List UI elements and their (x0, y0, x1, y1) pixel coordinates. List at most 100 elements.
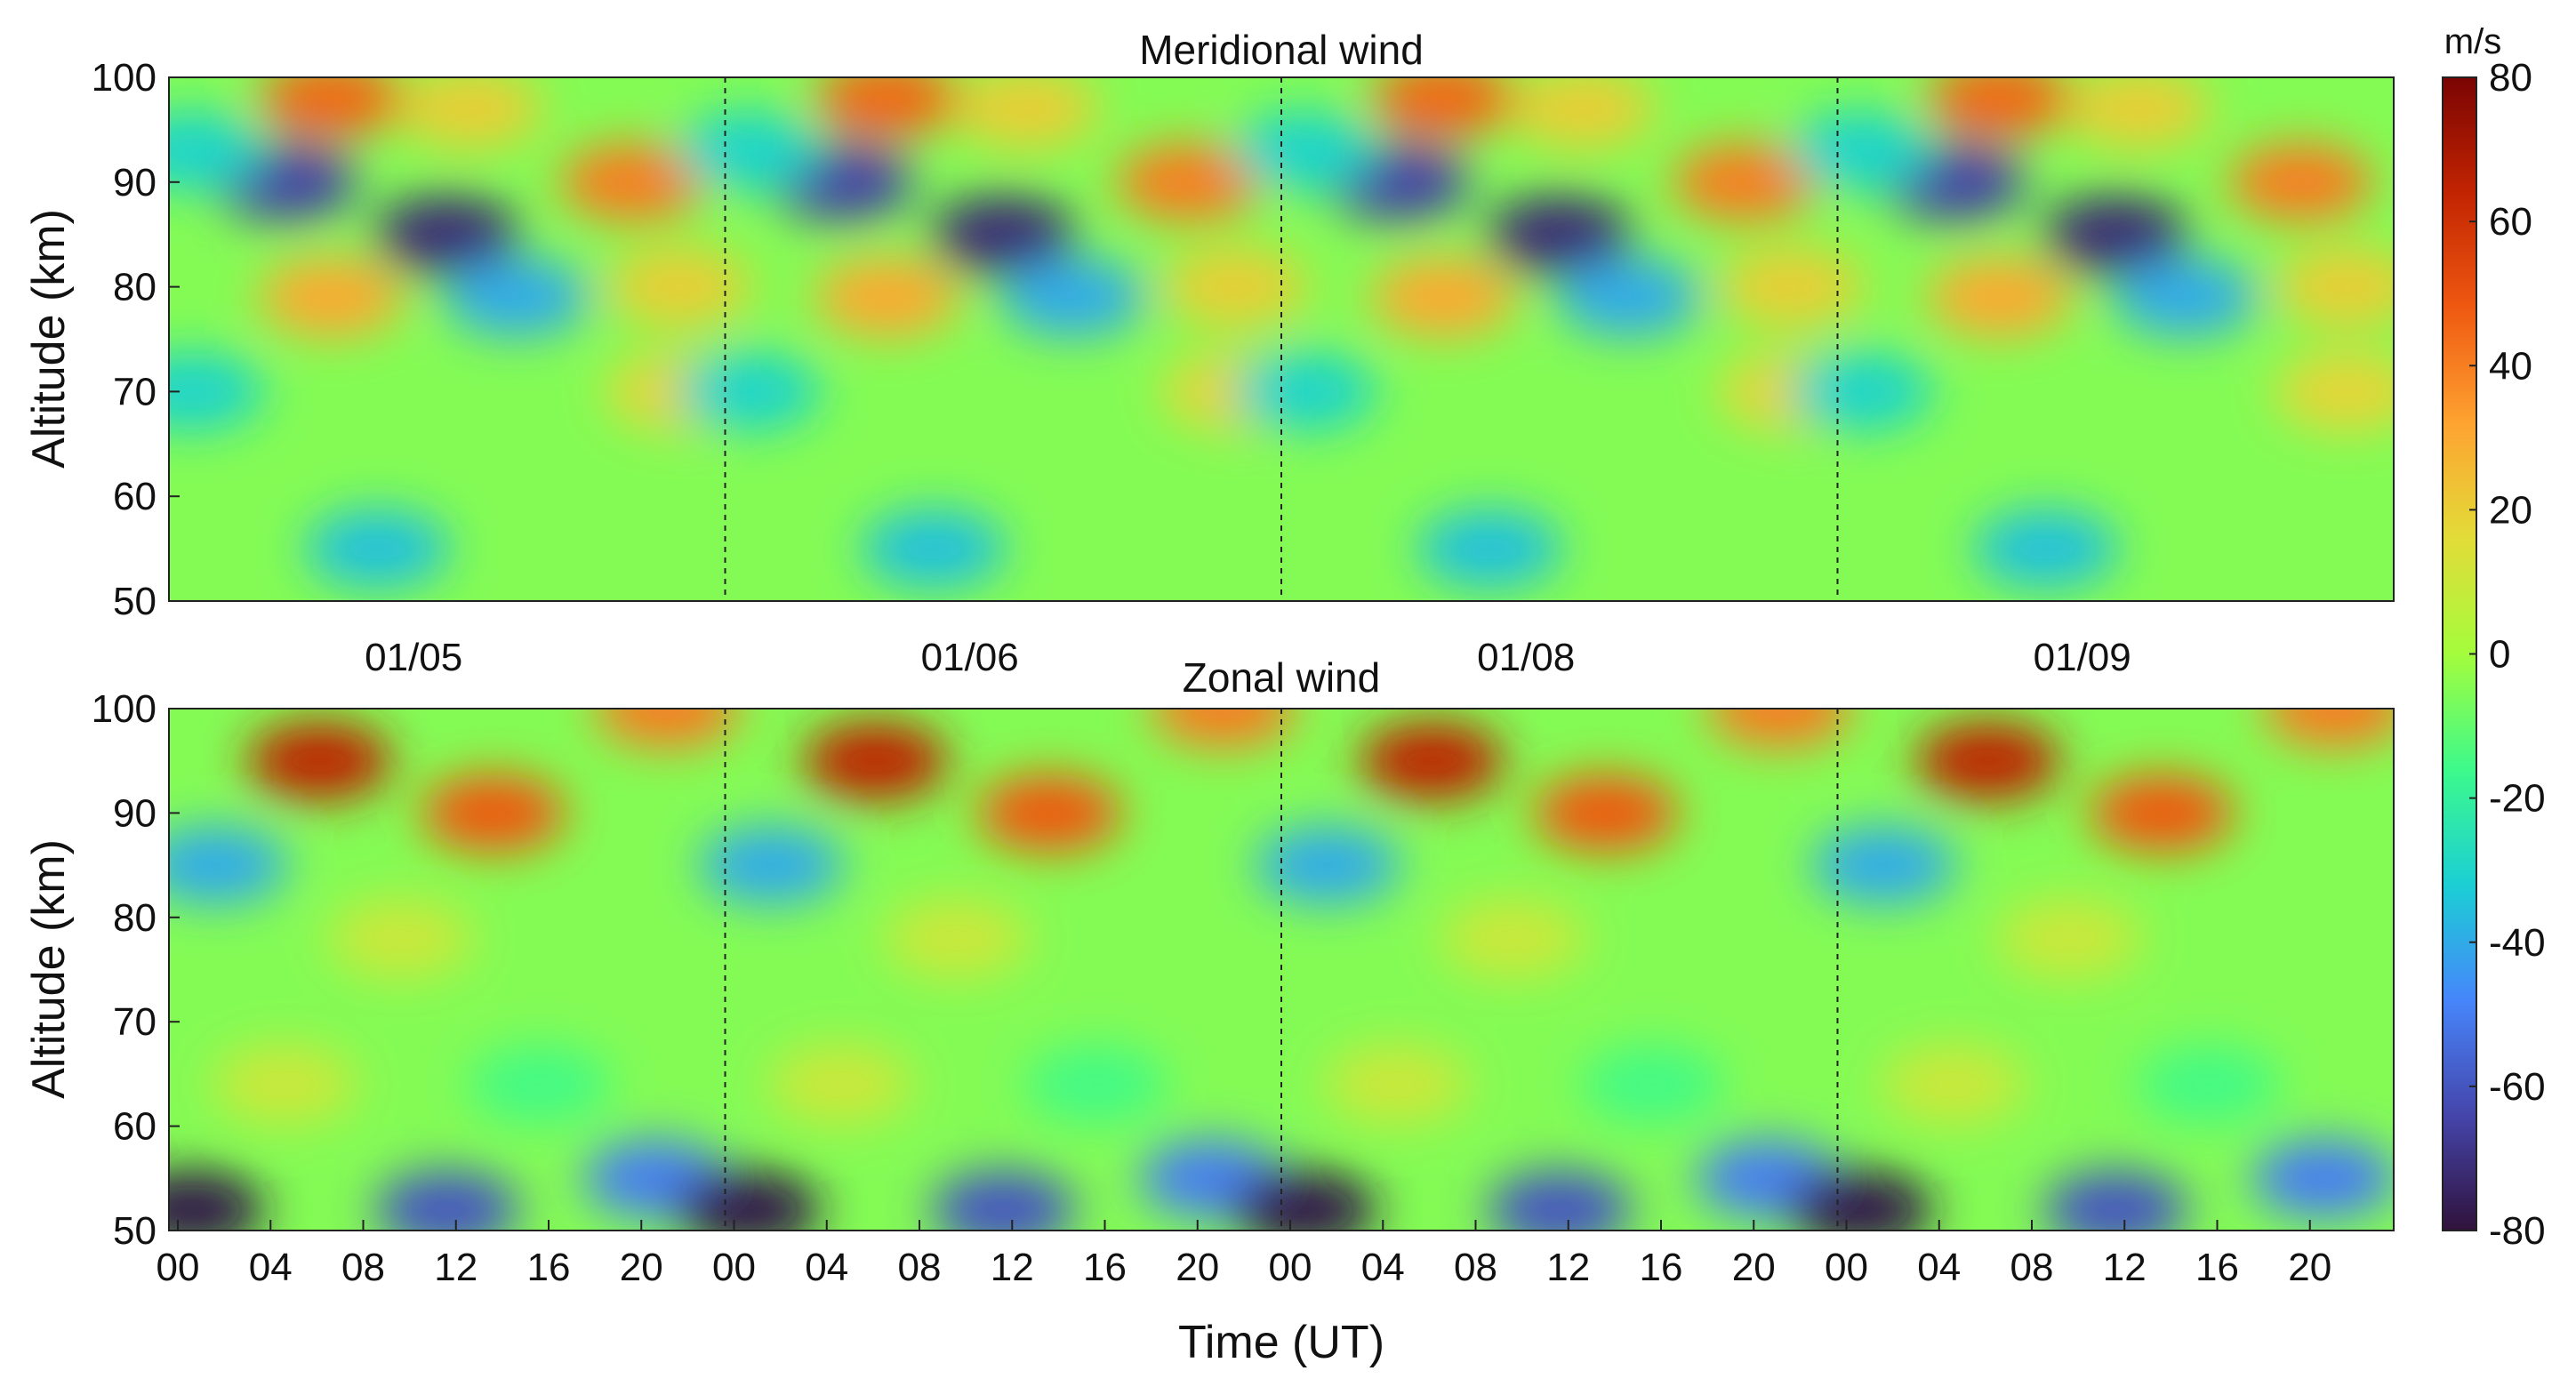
x-tick-label: 08 (2010, 1246, 2054, 1289)
meridional-cell (2275, 352, 2394, 431)
meridional-cell (815, 77, 960, 138)
day-label: 01/05 (365, 636, 462, 679)
zonal-cell (1788, 1170, 1933, 1231)
colorbar-ticks: 80 60 40 20 0 -20 -40 -60 -80 (2469, 56, 2546, 1253)
meridional-cell (2228, 142, 2374, 221)
day-label: 01/08 (1477, 636, 1575, 679)
meridional-heatmap (169, 77, 2394, 589)
day-label: 01/09 (2034, 636, 2131, 679)
meridional-cell (1788, 111, 1933, 190)
meridional-cell (1927, 77, 2073, 138)
colorbar-tick-label: 40 (2489, 344, 2532, 388)
zonal-cell (1487, 1170, 1633, 1231)
meridional-cell (606, 247, 751, 326)
zonal-cell (977, 774, 1122, 853)
x-axis-label: Time (UT) (1178, 1317, 1384, 1368)
meridional-cell (2043, 195, 2188, 274)
zonal-y-tick-label: 60 (113, 1105, 156, 1149)
meridional-day-separators (724, 77, 1839, 601)
day-labels: 01/05 01/06 01/08 01/09 (365, 636, 2131, 679)
zonal-cell (212, 1045, 357, 1124)
meridional-cell (1232, 111, 1377, 190)
meridional-cell (444, 258, 590, 337)
meridional-cell (1417, 509, 1562, 589)
zonal-x-ticks: 00 04 08 12 16 20 00 04 08 12 16 20 00 04 08 12 16 20 00 04… (156, 1220, 2331, 1289)
zonal-y-tick-label: 50 (113, 1209, 156, 1253)
meridional-y-tick-label: 90 (113, 161, 156, 204)
x-tick-label: 00 (712, 1246, 756, 1289)
meridional-cell (1232, 352, 1377, 431)
zonal-day-separators (724, 709, 1839, 1231)
meridional-cell (861, 509, 1007, 589)
x-tick-label: 12 (1546, 1246, 1590, 1289)
x-tick-label: 12 (434, 1246, 477, 1289)
zonal-cell (2251, 1139, 2394, 1218)
meridional-cell (2113, 258, 2258, 337)
zonal-cell (2090, 774, 2235, 853)
x-tick-label: 16 (1640, 1246, 1683, 1289)
colorbar-unit: m/s (2444, 22, 2501, 61)
x-tick-label: 16 (527, 1246, 571, 1289)
colorbar-tick-label: 60 (2489, 200, 2532, 244)
colorbar-tick-label: -40 (2489, 921, 2546, 965)
x-tick-label: 04 (249, 1246, 293, 1289)
zonal-cell (1533, 774, 1679, 853)
meridional-cell (676, 111, 821, 190)
colorbar-tick-label: -60 (2489, 1065, 2546, 1109)
meridional-cell (1371, 77, 1516, 138)
meridional-cell (1371, 258, 1516, 337)
x-tick-label: 08 (341, 1246, 385, 1289)
meridional-y-tick-label: 70 (113, 370, 156, 413)
x-tick-label: 04 (1917, 1246, 1961, 1289)
zonal-cell (169, 1170, 265, 1231)
meridional-cell (1927, 258, 2073, 337)
meridional-cell (560, 142, 705, 221)
meridional-y-ticks: 100 90 80 70 60 50 (92, 56, 180, 623)
zonal-heatmap (169, 709, 2394, 1231)
meridional-cell (954, 77, 1099, 148)
x-tick-label: 16 (1083, 1246, 1127, 1289)
meridional-cell (2066, 77, 2211, 148)
day-label: 01/06 (921, 636, 1019, 679)
meridional-cell (374, 195, 520, 274)
zonal-y-tick-label: 90 (113, 791, 156, 835)
zonal-cell (884, 899, 1030, 978)
x-tick-label: 00 (1269, 1246, 1312, 1289)
zonal-cell (1440, 899, 1585, 978)
meridional-cell (1973, 509, 2119, 589)
x-tick-label: 08 (898, 1246, 942, 1289)
meridional-cell (1000, 258, 1145, 337)
meridional-cell (1487, 195, 1633, 274)
zonal-cell (768, 1045, 914, 1124)
meridional-cell (815, 258, 960, 337)
zonal-cell (1579, 1045, 1725, 1124)
meridional-cell (259, 77, 404, 138)
zonal-cell (1881, 1045, 2026, 1124)
zonal-cell (374, 1170, 520, 1231)
colorbar-tick-label: 80 (2489, 56, 2532, 100)
zonal-cell (2136, 1045, 2281, 1124)
zonal-cell (1325, 1045, 1470, 1124)
zonal-cell (595, 709, 740, 748)
colorbar-tick-label: -80 (2489, 1209, 2546, 1253)
meridional-cell (259, 258, 404, 337)
colorbar-tick-label: -20 (2489, 777, 2546, 821)
zonal-cell (1811, 826, 1956, 905)
zonal-y-axis-label: Altitude (km) (23, 839, 75, 1099)
meridional-cell (169, 352, 265, 431)
zonal-y-tick-label: 100 (92, 687, 156, 731)
meridional-cell (1719, 247, 1864, 326)
zonal-cell (803, 721, 949, 800)
x-tick-label: 20 (1732, 1246, 1776, 1289)
zonal-cell (1360, 721, 1505, 800)
x-tick-label: 00 (156, 1246, 200, 1289)
x-tick-label: 20 (620, 1246, 663, 1289)
meridional-cell (1510, 77, 1656, 148)
meridional-cell (931, 195, 1076, 274)
meridional-cell (2275, 247, 2394, 326)
x-tick-label: 08 (1454, 1246, 1497, 1289)
zonal-y-tick-label: 70 (113, 1000, 156, 1044)
meridional-cell (1673, 142, 1818, 221)
colorbar: m/s 80 60 40 20 0 -20 -40 -60 -80 (2442, 22, 2546, 1253)
